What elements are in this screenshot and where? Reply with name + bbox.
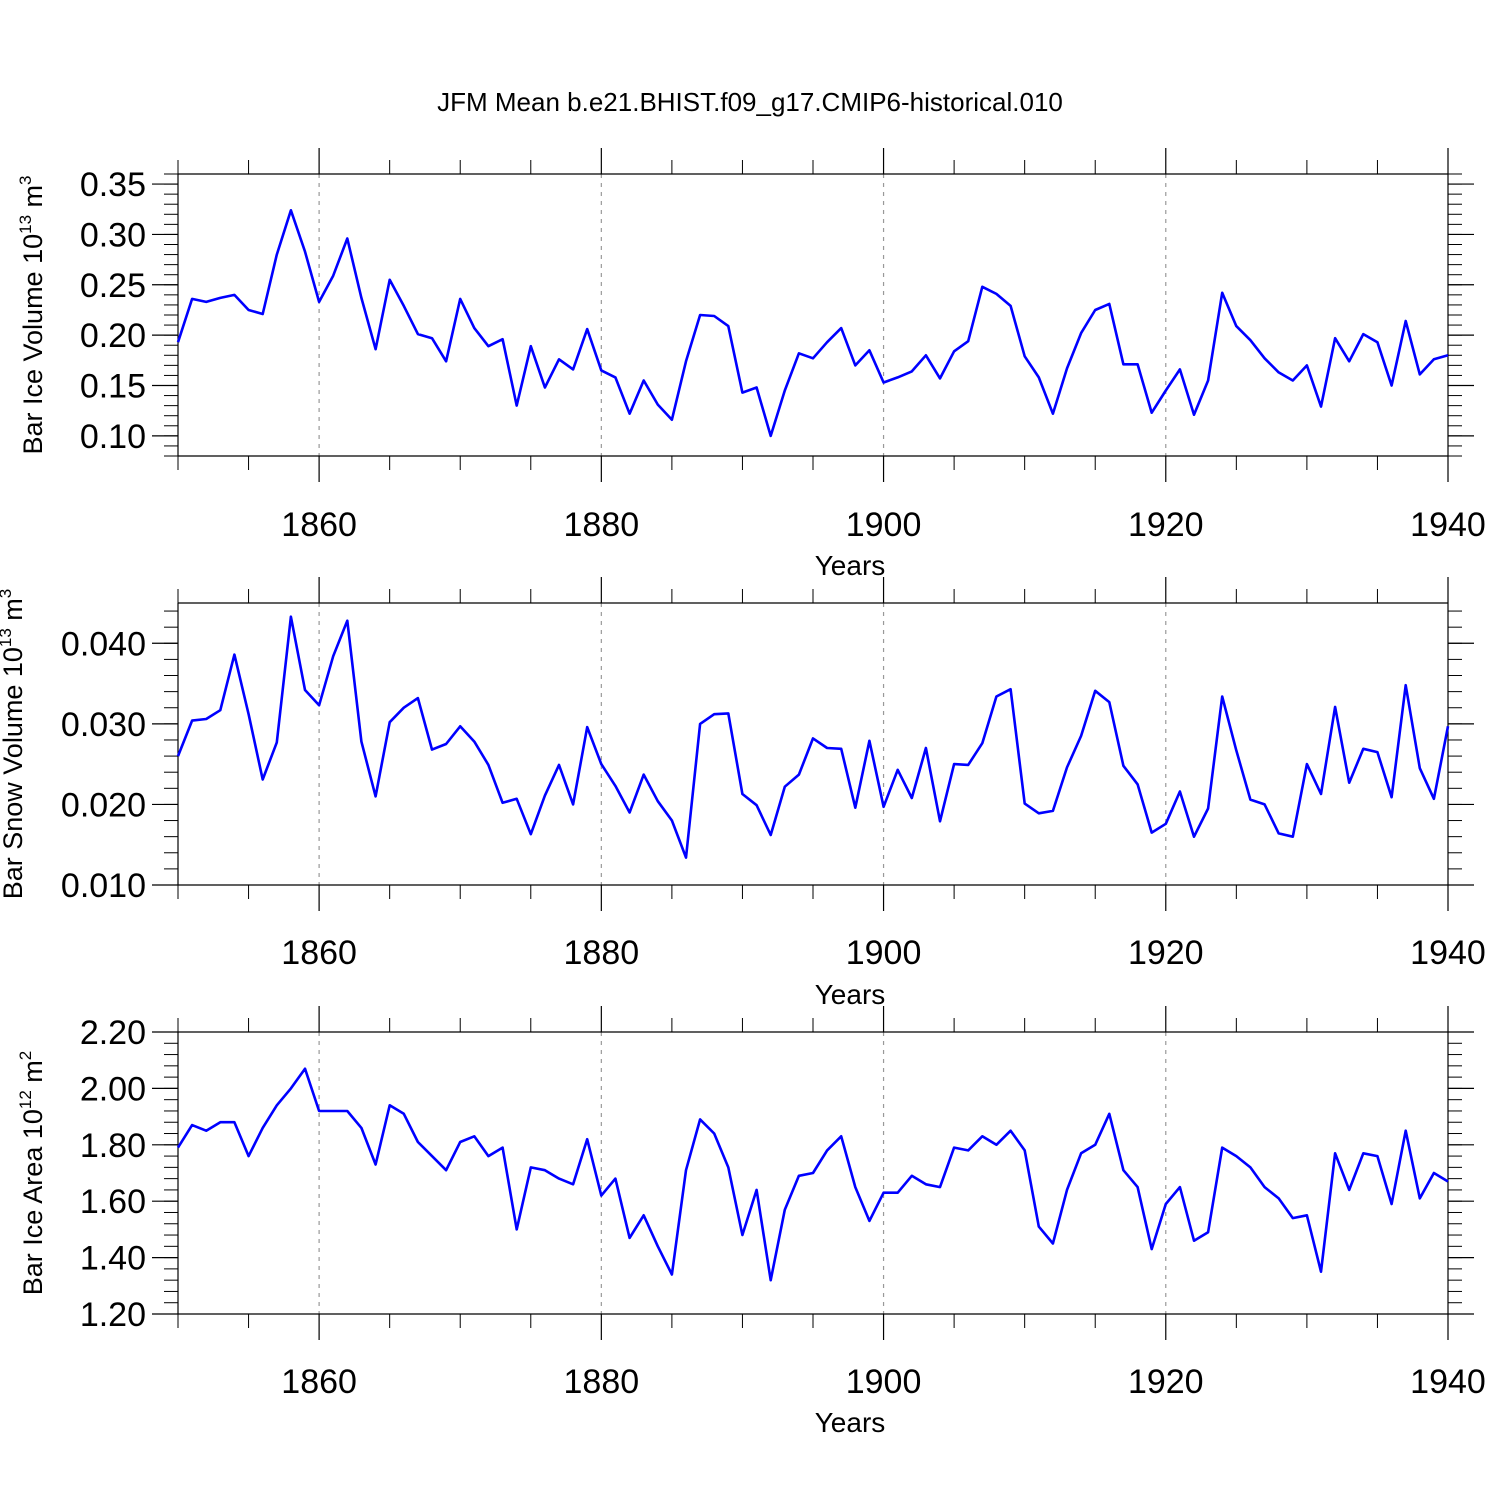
y-tick-label: 0.25 xyxy=(80,267,146,305)
x-tick-label: 1940 xyxy=(1410,1363,1486,1401)
y-axis-label-part: Bar Ice Area 10 xyxy=(18,1109,48,1295)
x-tick-label: 1900 xyxy=(846,506,922,544)
x-tick-label: 1880 xyxy=(564,1363,640,1401)
y-tick-label: 0.30 xyxy=(80,216,146,254)
x-tick-label: 1920 xyxy=(1128,506,1204,544)
x-tick-label: 1860 xyxy=(281,934,357,972)
y-axis-label: Bar Ice Area 1012 m2 xyxy=(16,1051,48,1296)
y-axis-label-part: m xyxy=(18,185,48,215)
x-tick-label: 1900 xyxy=(846,934,922,972)
y-tick-label: 2.20 xyxy=(80,1014,146,1052)
x-tick-label: 1920 xyxy=(1128,1363,1204,1401)
y-axis-label-superscript: 3 xyxy=(16,175,35,184)
y-tick-label: 0.010 xyxy=(61,867,146,905)
y-axis-label-part: m xyxy=(0,598,28,628)
series-line-ice-volume xyxy=(176,209,1449,438)
y-axis-label-superscript: 2 xyxy=(16,1051,35,1060)
y-tick-label: 0.35 xyxy=(80,166,146,204)
y-axis-label: Bar Ice Volume 1013 m3 xyxy=(16,175,48,454)
y-tick-label: 1.40 xyxy=(80,1240,146,1278)
y-tick-label: 1.60 xyxy=(80,1183,146,1221)
y-tick-label: 1.20 xyxy=(80,1296,146,1334)
y-axis-label-superscript: 13 xyxy=(0,628,15,647)
x-tick-label: 1920 xyxy=(1128,934,1204,972)
series-line-snow-volume xyxy=(176,615,1450,859)
y-tick-label: 0.020 xyxy=(61,786,146,824)
y-tick-label: 0.10 xyxy=(80,418,146,456)
x-tick-label: 1860 xyxy=(281,506,357,544)
y-axis-label-part: Bar Ice Volume 10 xyxy=(18,234,48,455)
panel-ice-volume: 0.10 0.15 0.20 0.25 0.30 0.35 1860 1880 1900 1920… xyxy=(16,148,1486,581)
x-tick-label: 1880 xyxy=(564,506,640,544)
panel-snow-volume: 0.010 0.020 0.030 0.040 1860 1880 1900 1920 1940… xyxy=(0,577,1486,1010)
y-axis-label-part: m xyxy=(18,1060,48,1090)
y-axis-label-superscript: 13 xyxy=(16,215,35,234)
y-axis-label-part: Bar Snow Volume 10 xyxy=(0,647,28,899)
y-axis-label: Bar Snow Volume 1013 m3 xyxy=(0,589,28,900)
y-tick-label: 0.030 xyxy=(61,706,146,744)
chart-title: JFM Mean b.e21.BHIST.f09_g17.CMIP6-histo… xyxy=(437,87,1063,117)
y-axis-label-superscript: 3 xyxy=(0,589,15,598)
x-axis-label: Years xyxy=(815,1407,886,1438)
y-tick-label: 0.040 xyxy=(61,625,146,663)
panel-ice-area: 1.20 1.40 1.60 1.80 2.00 2.20 1860 1880 1900 1920… xyxy=(16,1006,1486,1438)
x-tick-label: 1940 xyxy=(1410,506,1486,544)
x-axis-label: Years xyxy=(815,979,886,1010)
x-tick-label: 1880 xyxy=(564,934,640,972)
y-tick-label: 0.20 xyxy=(80,317,146,355)
series-line-ice-area xyxy=(176,1067,1449,1282)
x-tick-label: 1900 xyxy=(846,1363,922,1401)
y-tick-label: 1.80 xyxy=(80,1127,146,1165)
y-axis-label-superscript: 12 xyxy=(16,1090,35,1109)
x-tick-label: 1860 xyxy=(281,1363,357,1401)
y-tick-label: 0.15 xyxy=(80,368,146,406)
x-tick-label: 1940 xyxy=(1410,934,1486,972)
y-tick-label: 2.00 xyxy=(80,1070,146,1108)
x-axis-label: Years xyxy=(815,550,886,581)
